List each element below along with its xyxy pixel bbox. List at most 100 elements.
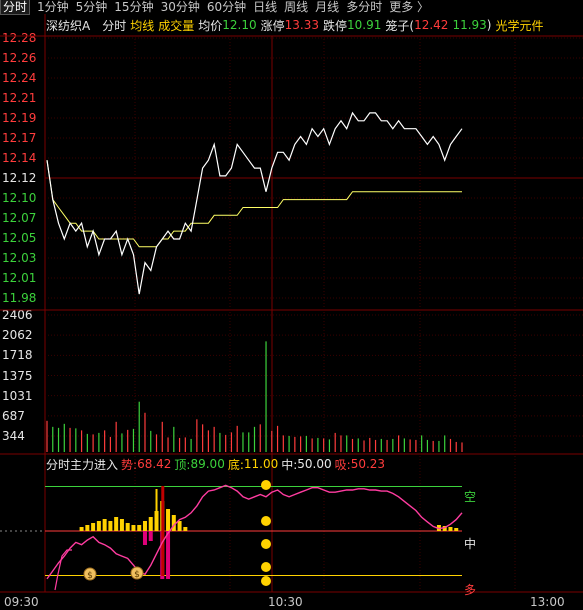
kong-marker: 空 bbox=[464, 490, 477, 504]
signal-dot bbox=[261, 480, 271, 490]
xi-value: 50.23 bbox=[350, 457, 386, 471]
limit-down-label: 跌停 bbox=[323, 18, 348, 33]
money-bag-icon bbox=[83, 567, 97, 581]
signal-spike bbox=[161, 486, 165, 576]
limit-up-label: 涨停 bbox=[260, 18, 285, 33]
period-tab-0[interactable]: 分时 bbox=[0, 0, 31, 15]
money-bag-icon bbox=[130, 566, 144, 580]
signal-bar bbox=[102, 519, 107, 531]
indicator-title[interactable]: 分时主力进入 bbox=[46, 457, 119, 472]
signal-dot bbox=[261, 576, 271, 586]
cage-label: 笼子( bbox=[385, 18, 415, 33]
price-tick-label: 12.28 bbox=[2, 31, 37, 45]
signal-bar bbox=[442, 526, 447, 531]
duo-marker: 多 bbox=[464, 583, 477, 597]
time-label-mid: 10:30 bbox=[268, 595, 303, 609]
period-tab-5[interactable]: 60分钟 bbox=[206, 0, 247, 14]
price-tick-label: 12.14 bbox=[2, 151, 37, 165]
signal-bar bbox=[79, 527, 84, 531]
signal-bar bbox=[148, 517, 153, 531]
zhong-value: 50.00 bbox=[297, 457, 332, 471]
price-tick-label: 12.07 bbox=[2, 211, 37, 225]
indicator-bar: 分时主力进入 势: 68.42 顶: 89.00 底: 11.00 中: 50.… bbox=[46, 456, 388, 472]
price-tick-label: 12.19 bbox=[2, 111, 37, 125]
period-tab-1[interactable]: 1分钟 bbox=[37, 0, 69, 14]
zhong-marker: 中 bbox=[464, 537, 477, 551]
period-tab-8[interactable]: 月线 bbox=[315, 0, 340, 14]
period-tab-9[interactable]: 多分时 bbox=[346, 0, 383, 14]
shi-label: 势: bbox=[121, 457, 138, 472]
signal-bar bbox=[96, 521, 101, 531]
period-tab-10[interactable]: 更多 〉 bbox=[389, 0, 430, 14]
signal-bar bbox=[448, 527, 453, 531]
price-tick-label: 12.10 bbox=[2, 191, 37, 205]
indicator-curve bbox=[46, 484, 463, 580]
price-tick-label: 12.21 bbox=[2, 91, 37, 105]
price-tick-label: 12.05 bbox=[2, 231, 37, 245]
price-tick-label: 12.01 bbox=[2, 271, 37, 285]
signal-bar-down bbox=[148, 531, 153, 541]
mode-label: 分时 bbox=[102, 18, 127, 33]
money-bag-icon-glyph: $ bbox=[134, 570, 140, 580]
zhong-label: 中: bbox=[281, 457, 298, 472]
period-tab-6[interactable]: 日线 bbox=[253, 0, 278, 14]
period-tab-4[interactable]: 30分钟 bbox=[160, 0, 200, 14]
volume-label[interactable]: 成交量 bbox=[158, 18, 195, 33]
price-tick-label: 12.03 bbox=[2, 251, 37, 265]
price-tick-label: 12.24 bbox=[2, 71, 37, 85]
period-tab-bar: 分时 1分钟 5分钟 15分钟 30分钟 60分钟 日线 周线 月线 多分时 更多 〉 bbox=[0, 0, 583, 15]
volume-tick-label: 344 bbox=[2, 429, 25, 443]
signal-bar bbox=[142, 521, 147, 531]
time-label-afternoon: 13:00 bbox=[530, 595, 565, 609]
avg-price-value: 12.10 bbox=[222, 18, 257, 32]
signal-bar bbox=[454, 528, 459, 531]
price-tick-label: 12.26 bbox=[2, 51, 37, 65]
volume-tick-label: 2062 bbox=[2, 328, 33, 343]
signal-bar bbox=[119, 519, 124, 531]
signal-spike-yellow bbox=[155, 489, 158, 529]
signal-bar bbox=[137, 525, 142, 531]
avg-line-label[interactable]: 均线 bbox=[130, 18, 155, 33]
time-label-open: 09:30 bbox=[4, 595, 39, 609]
signal-dot bbox=[261, 562, 271, 572]
price-tick-label: 12.12 bbox=[2, 171, 37, 185]
signal-bar bbox=[114, 517, 119, 531]
cage-close: ) bbox=[486, 18, 492, 32]
signal-bar bbox=[91, 523, 96, 531]
cage-high-value: 12.42 bbox=[414, 18, 449, 32]
volume-tick-label: 1375 bbox=[2, 368, 33, 383]
di-label: 底: bbox=[227, 457, 244, 472]
limit-down-value: 10.91 bbox=[347, 18, 382, 32]
volume-tick-label: 2406 bbox=[2, 308, 33, 322]
period-tab-7[interactable]: 周线 bbox=[284, 0, 309, 14]
shi-value: 68.42 bbox=[137, 457, 172, 471]
period-tab-3[interactable]: 15分钟 bbox=[114, 0, 154, 14]
cage-low-value: 11.93 bbox=[452, 18, 487, 32]
signal-bar bbox=[183, 527, 188, 531]
price-line bbox=[46, 111, 463, 295]
signal-bar-down bbox=[166, 531, 171, 579]
signal-bar-down bbox=[142, 531, 147, 545]
stock-name[interactable]: 深纺织A bbox=[46, 18, 91, 33]
ding-label: 顶: bbox=[174, 457, 191, 472]
signal-bar bbox=[125, 523, 130, 531]
concept-tag[interactable]: 光学元件 bbox=[495, 18, 544, 33]
price-tick-label: 11.98 bbox=[2, 291, 37, 305]
period-tab-2[interactable]: 5分钟 bbox=[75, 0, 108, 14]
quote-info-bar: 深纺织A 分时 均线 成交量 均价 12.10 涨停 13.33 跌停 10.9… bbox=[46, 16, 548, 34]
volume-tick-label: 1031 bbox=[2, 388, 33, 403]
signal-bar bbox=[171, 515, 176, 531]
signal-bar bbox=[177, 521, 182, 531]
volume-tick-label: 1718 bbox=[2, 348, 33, 363]
signal-bar bbox=[108, 521, 113, 531]
di-value: 11.00 bbox=[243, 457, 279, 471]
avg-price-label: 均价 bbox=[198, 18, 223, 33]
signal-bar bbox=[131, 525, 136, 531]
volume-tick-label: 687 bbox=[2, 408, 25, 423]
signal-bar bbox=[85, 525, 90, 531]
signal-bar bbox=[166, 509, 171, 531]
signal-dot bbox=[261, 539, 271, 549]
price-tick-label: 12.17 bbox=[2, 131, 37, 145]
limit-up-value: 13.33 bbox=[284, 18, 320, 32]
